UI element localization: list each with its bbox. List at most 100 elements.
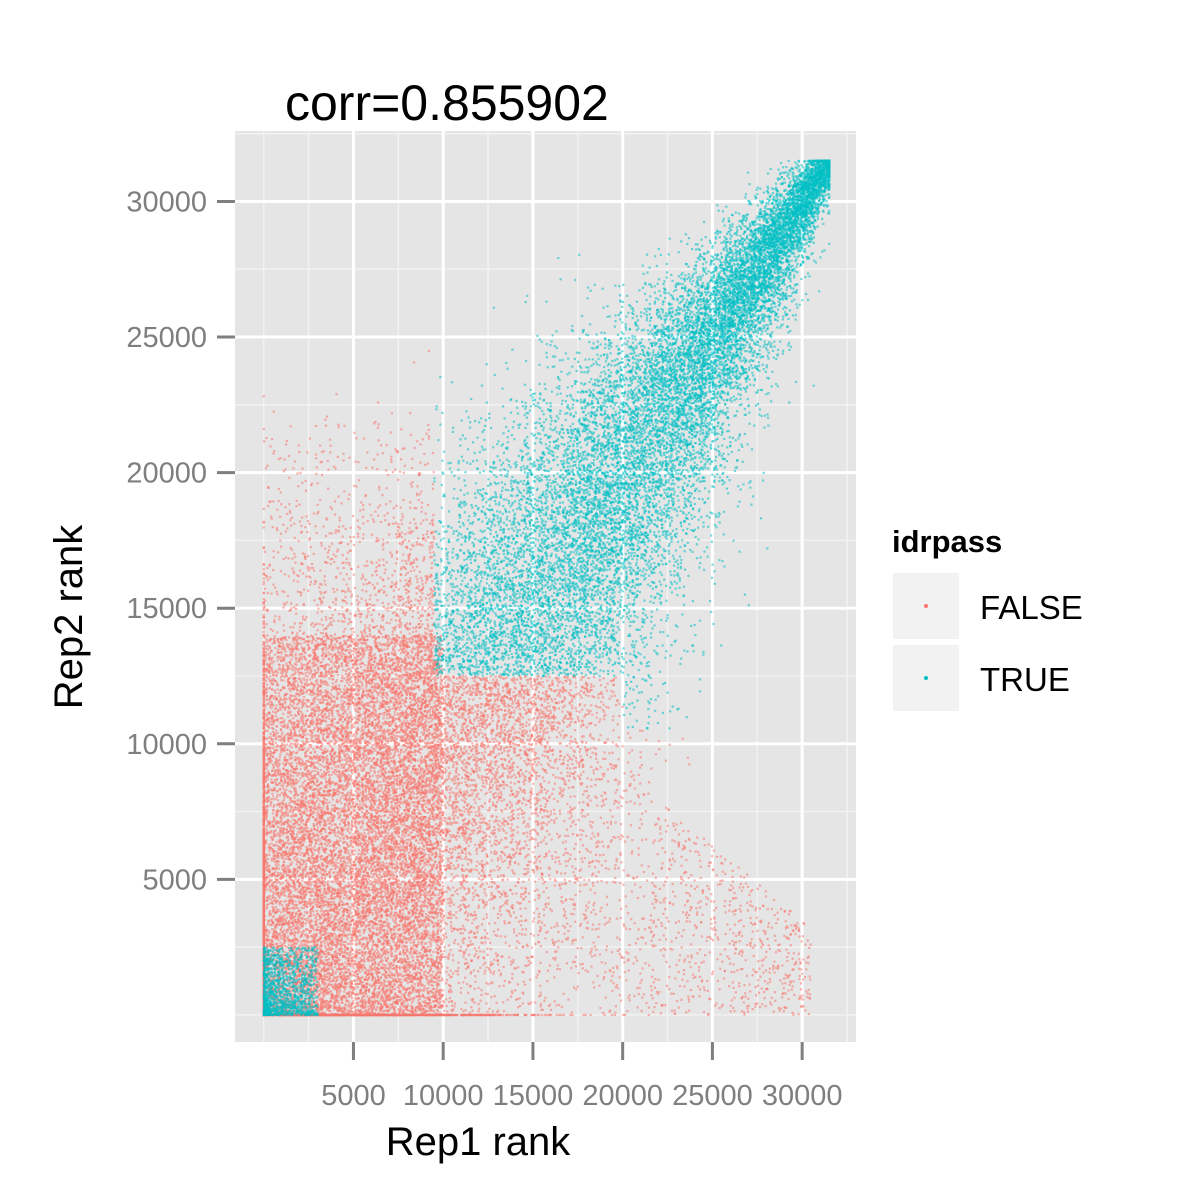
false-point	[655, 753, 657, 755]
false-point	[431, 546, 433, 548]
false-point	[455, 911, 457, 913]
false-point	[271, 858, 273, 860]
false-point	[501, 752, 503, 754]
false-point	[509, 794, 511, 796]
false-point	[390, 431, 392, 433]
false-point	[395, 950, 397, 952]
false-point	[337, 674, 339, 676]
false-point	[457, 832, 459, 834]
false-point	[639, 767, 641, 769]
false-point	[325, 616, 327, 618]
false-point	[453, 904, 455, 906]
false-point	[320, 908, 322, 910]
false-point	[400, 625, 402, 627]
false-point	[372, 626, 374, 628]
false-point	[517, 983, 519, 985]
false-point	[407, 572, 409, 574]
false-point	[573, 848, 575, 850]
false-point	[477, 970, 479, 972]
false-point	[504, 860, 506, 862]
false-point	[558, 732, 560, 734]
false-point	[386, 561, 388, 563]
false-point	[550, 698, 552, 700]
false-point	[513, 691, 515, 693]
false-point	[553, 809, 555, 811]
false-point	[511, 830, 513, 832]
false-point	[465, 1002, 467, 1004]
false-point	[387, 607, 389, 609]
false-point	[357, 595, 359, 597]
false-point	[503, 1010, 505, 1012]
false-point	[484, 751, 486, 753]
false-point	[480, 711, 482, 713]
false-point	[490, 971, 492, 973]
false-point	[589, 747, 591, 749]
false-point	[499, 896, 501, 898]
false-point	[579, 751, 581, 753]
false-point	[638, 774, 640, 776]
false-point	[599, 718, 601, 720]
false-point	[365, 798, 367, 800]
false-point	[441, 804, 443, 806]
false-point	[545, 792, 547, 794]
false-point	[506, 909, 508, 911]
false-point	[530, 802, 532, 804]
false-point	[498, 842, 500, 844]
false-point	[289, 802, 291, 804]
false-point	[494, 829, 496, 831]
false-point	[374, 678, 376, 680]
false-point	[472, 745, 474, 747]
false-point	[387, 603, 389, 605]
false-point	[369, 598, 371, 600]
false-point	[490, 851, 492, 853]
false-point	[282, 642, 284, 644]
false-point	[421, 502, 423, 504]
false-point	[511, 803, 513, 805]
false-point	[420, 523, 422, 525]
false-point	[399, 608, 401, 610]
false-point	[490, 964, 492, 966]
false-point	[556, 833, 558, 835]
false-point	[494, 922, 496, 924]
false-point	[519, 775, 521, 777]
false-point	[406, 563, 408, 565]
false-point	[295, 613, 297, 615]
false-point	[426, 619, 428, 621]
false-point	[497, 799, 499, 801]
false-point	[393, 839, 395, 841]
false-point	[458, 852, 460, 854]
false-point	[483, 906, 485, 908]
false-point	[429, 597, 431, 599]
false-point	[562, 759, 564, 761]
false-point	[481, 860, 483, 862]
false-point	[431, 603, 433, 605]
false-point	[273, 411, 275, 413]
false-point	[311, 881, 313, 883]
false-point	[614, 1014, 616, 1016]
false-point	[525, 825, 527, 827]
false-point	[425, 719, 427, 721]
false-point	[421, 599, 423, 601]
false-point	[468, 932, 470, 934]
false-point	[560, 772, 562, 774]
false-point	[471, 691, 473, 693]
false-point	[345, 670, 347, 672]
false-point	[317, 608, 319, 610]
false-point	[316, 906, 318, 908]
false-point	[378, 488, 380, 490]
false-point	[458, 961, 460, 963]
false-point	[544, 713, 546, 715]
false-point	[446, 1005, 448, 1007]
false-point	[489, 783, 491, 785]
false-point	[488, 820, 490, 822]
false-point	[608, 752, 610, 754]
false-point	[484, 972, 486, 974]
false-point	[511, 977, 513, 979]
false-point	[397, 523, 399, 525]
false-point	[453, 744, 455, 746]
false-point	[622, 745, 624, 747]
false-point	[444, 753, 446, 755]
false-point	[478, 798, 480, 800]
false-point	[468, 892, 470, 894]
false-point	[514, 752, 516, 754]
